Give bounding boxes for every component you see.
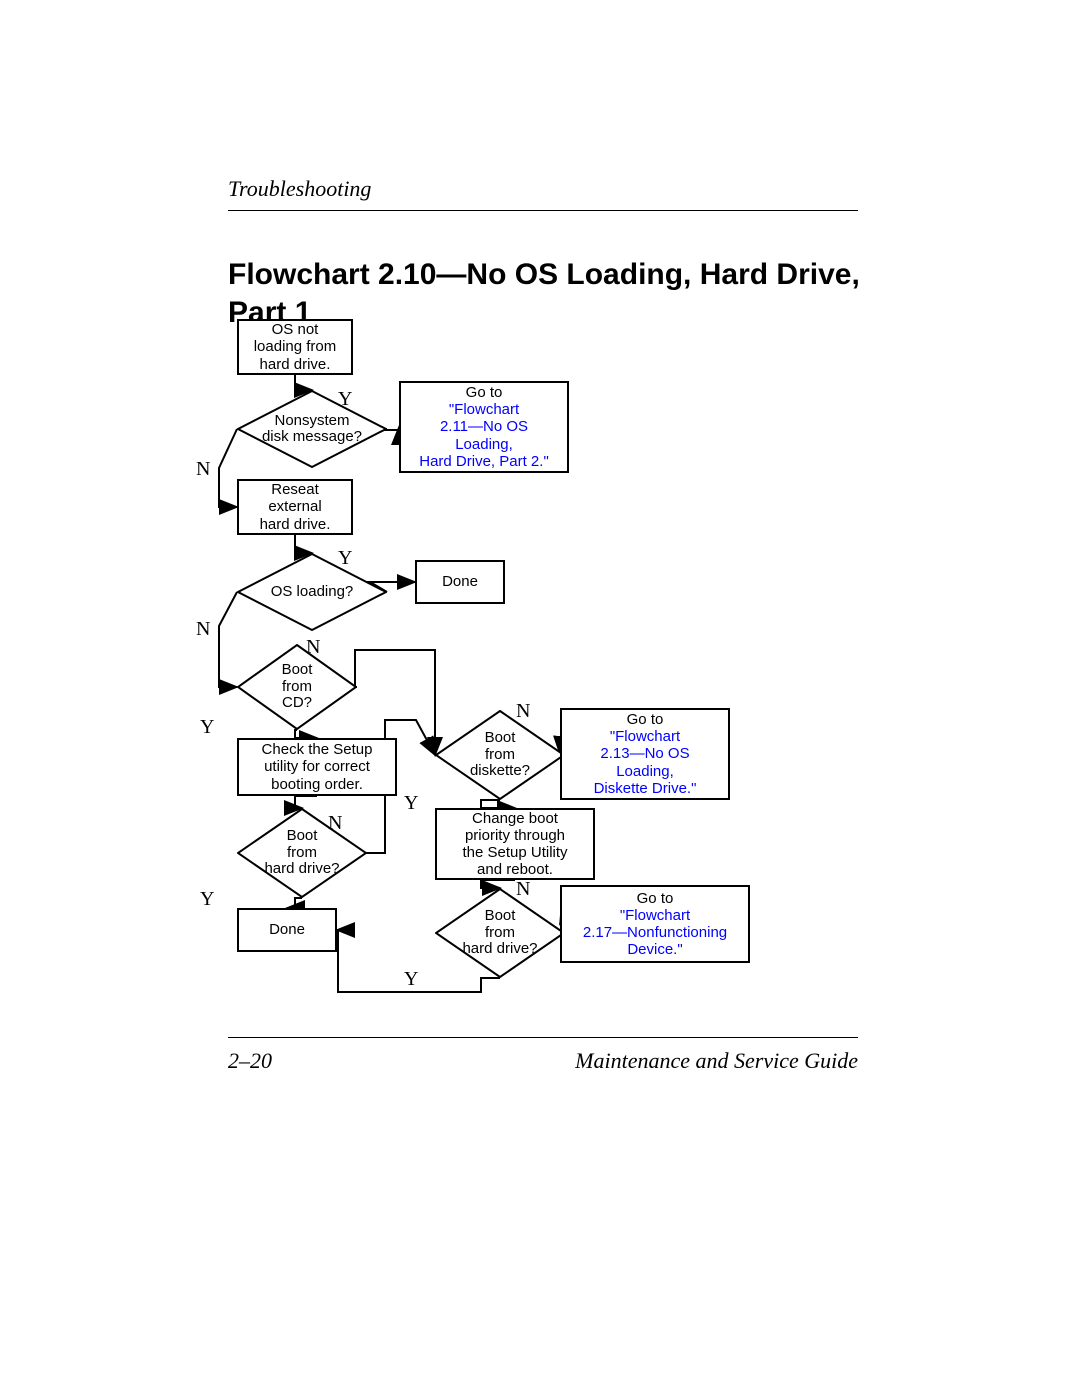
flowchart: OS notloading fromhard drive. Nonsystemdi… xyxy=(0,0,1080,1100)
footer-rule xyxy=(228,1037,858,1038)
flowchart-node-chksetup: Check the Setuputility for correctbootin… xyxy=(237,738,397,796)
flowchart-edge-label: N xyxy=(516,700,530,723)
flowchart-edge-label: N xyxy=(196,458,210,481)
flowchart-node-done2: Done xyxy=(237,908,337,952)
flowchart-edge-label: Y xyxy=(404,792,418,815)
flowchart-edge-label: N xyxy=(328,812,342,835)
flowchart-edge-label: N xyxy=(306,636,320,659)
flowchart-edge xyxy=(219,429,237,507)
flowchart-edge xyxy=(295,730,317,738)
flowchart-node-d_booth2: Bootfromhard drive? xyxy=(435,888,565,978)
flowchart-edge xyxy=(287,898,302,908)
flowchart-edge-label: N xyxy=(516,878,530,901)
flowchart-node-d_nonsystem: Nonsystemdisk message? xyxy=(237,390,387,468)
flowchart-edge-label: N xyxy=(196,618,210,641)
flowchart-node-chgboot: Change bootpriority throughthe Setup Uti… xyxy=(435,808,595,880)
flowchart-edge-label: Y xyxy=(404,968,418,991)
footer-doc-title: Maintenance and Service Guide xyxy=(575,1048,858,1074)
flowchart-edge xyxy=(295,375,312,390)
flowchart-edge xyxy=(481,800,515,808)
flowchart-edge xyxy=(219,592,237,687)
flowchart-edge-label: Y xyxy=(338,547,352,570)
flowchart-edge-label: Y xyxy=(338,388,352,411)
page: Troubleshooting Flowchart 2.10—No OS Loa… xyxy=(0,0,1080,1397)
flowchart-node-reseat: Reseatexternalhard drive. xyxy=(237,479,353,535)
flowchart-node-goto_213: Go to"Flowchart2.13—No OSLoading,Diskett… xyxy=(560,708,730,800)
flowchart-node-goto_217: Go to"Flowchart2.17—NonfunctioningDevice… xyxy=(560,885,750,963)
flowchart-node-d_bootdk: Bootfromdiskette? xyxy=(435,710,565,800)
flowchart-node-done1: Done xyxy=(415,560,505,604)
flowchart-edge-label: Y xyxy=(200,716,214,739)
footer-page-number: 2–20 xyxy=(228,1048,272,1074)
flowchart-edge xyxy=(295,796,317,808)
flowchart-node-start: OS notloading fromhard drive. xyxy=(237,319,353,375)
flowchart-node-d_osload: OS loading? xyxy=(237,553,387,631)
flowchart-node-d_booth1: Bootfromhard drive? xyxy=(237,808,367,898)
flowchart-edge-label: Y xyxy=(200,888,214,911)
flowchart-edge xyxy=(481,880,515,888)
flowchart-node-goto_211: Go to"Flowchart2.11—No OSLoading,Hard Dr… xyxy=(399,381,569,473)
flowchart-edge xyxy=(295,535,312,553)
flowchart-node-d_bootcd: BootfromCD? xyxy=(237,644,357,730)
